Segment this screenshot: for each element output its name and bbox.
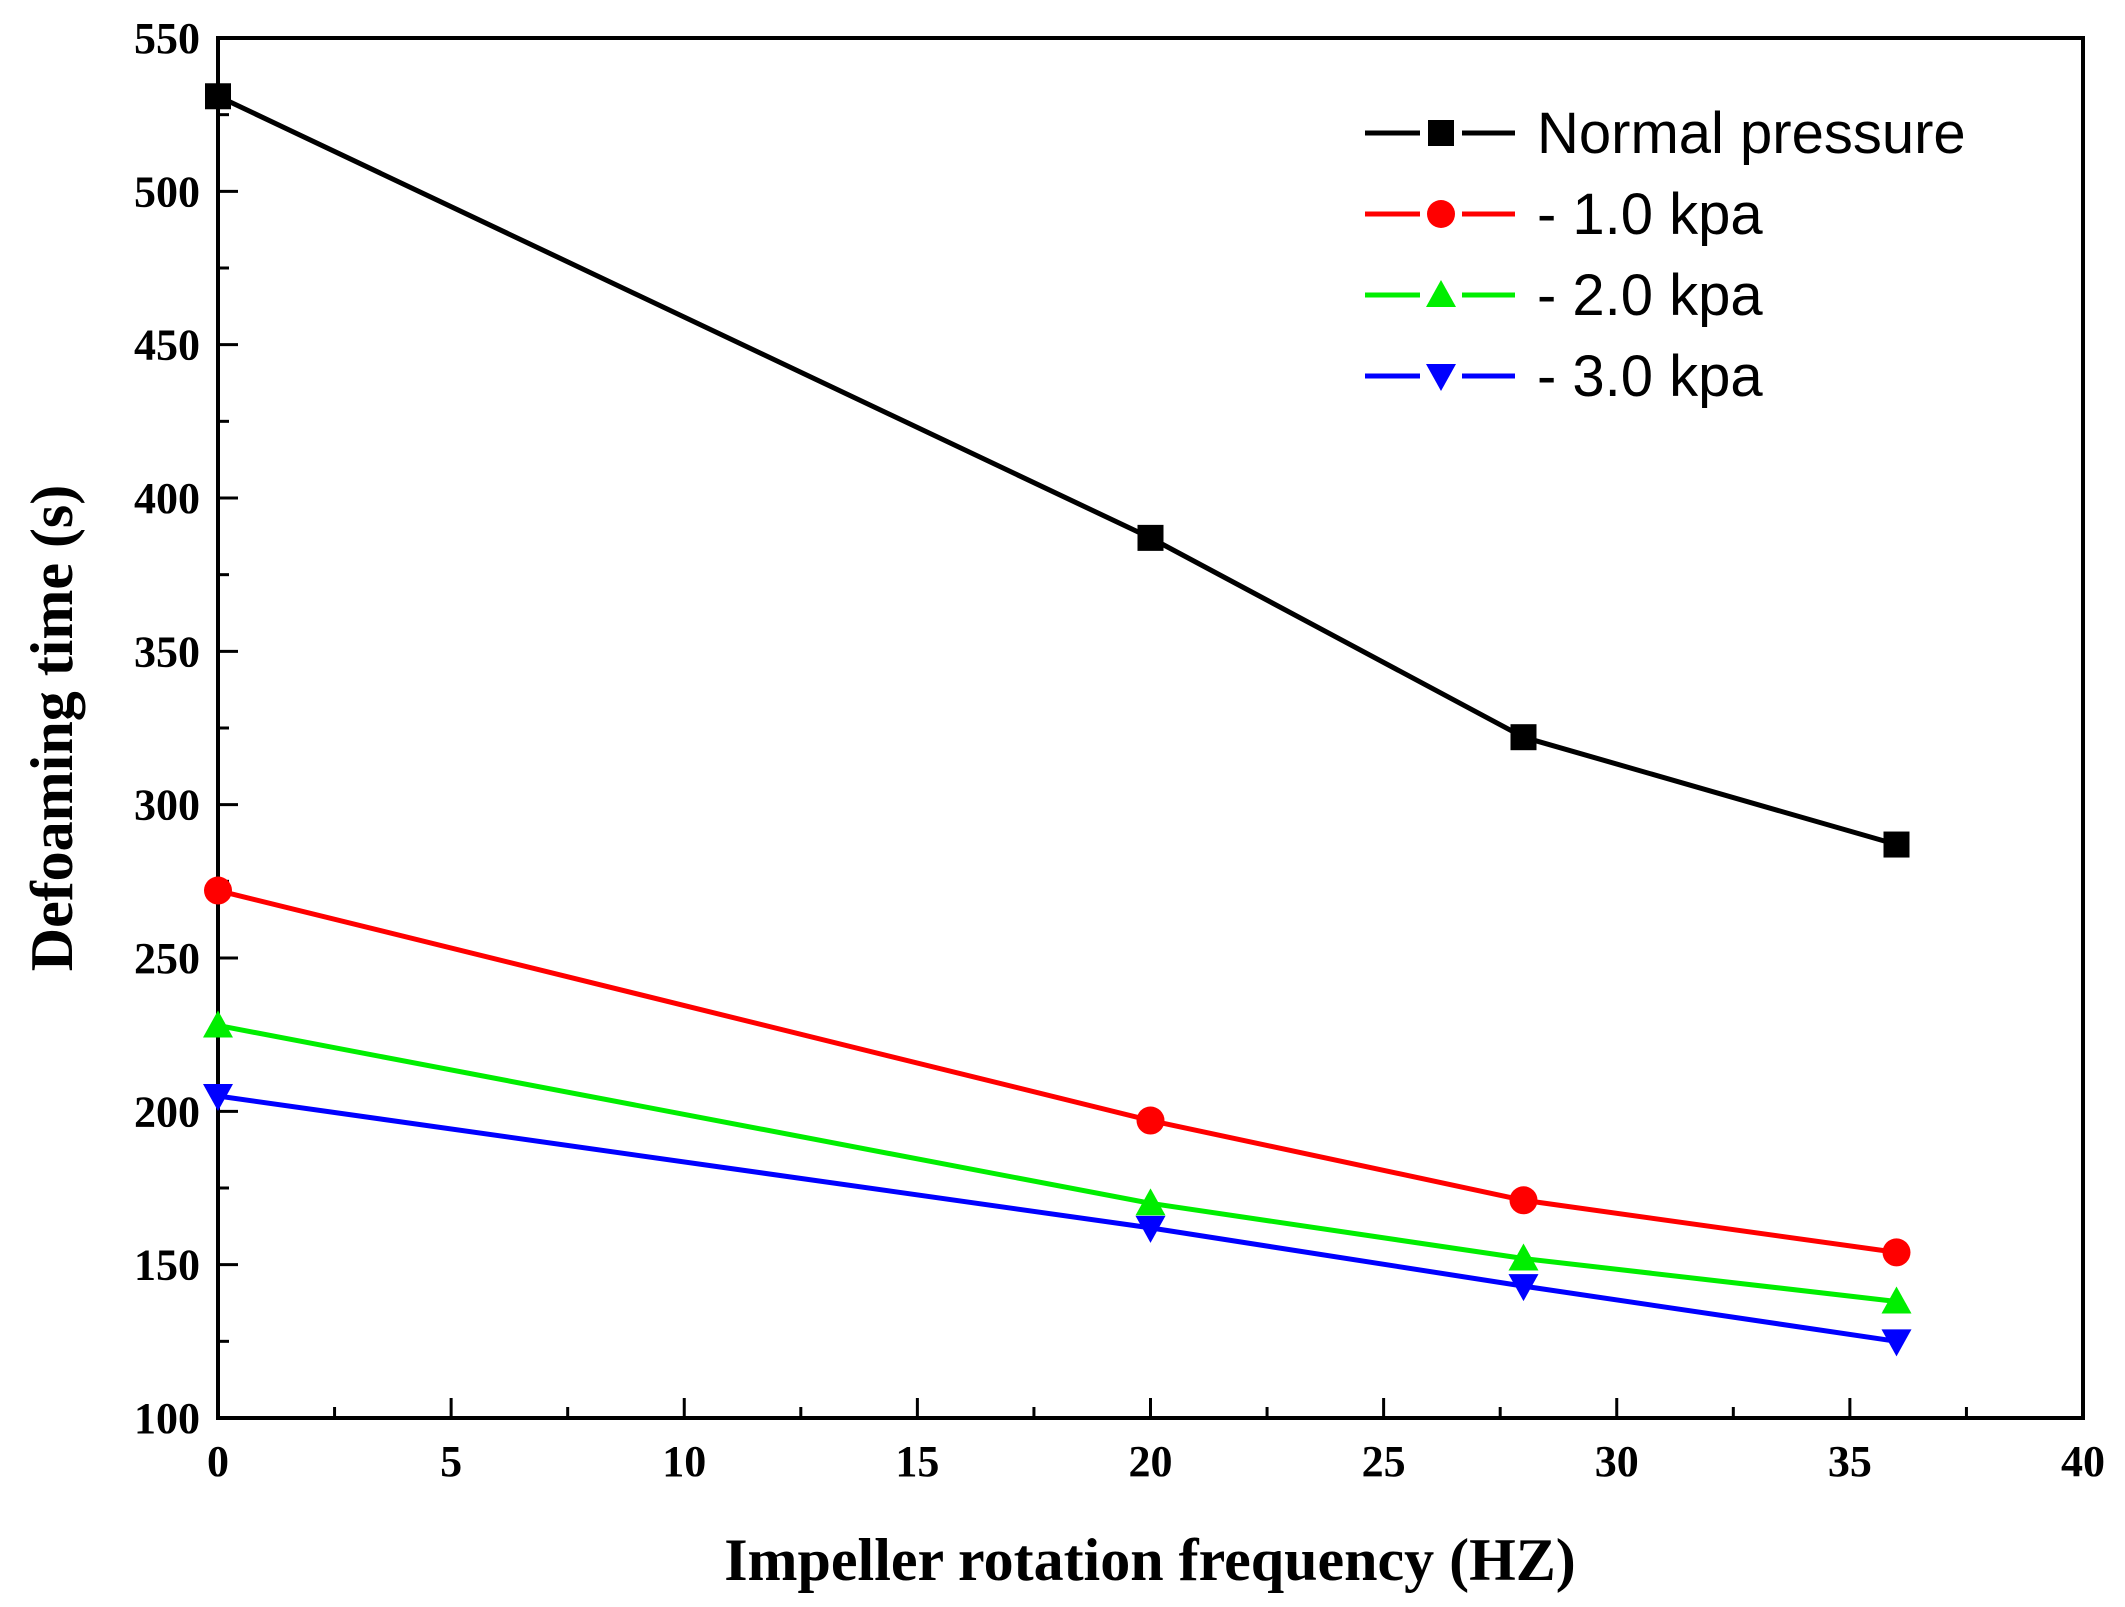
x-tick-label: 0 xyxy=(207,1437,229,1486)
x-tick-label: 20 xyxy=(1129,1437,1173,1486)
legend-entry-3: - 3.0 kpa xyxy=(1365,344,1763,409)
legend-marker xyxy=(1426,280,1456,307)
legend-label: - 3.0 kpa xyxy=(1537,344,1763,409)
x-tick-labels: 0 5 10 15 20 25 30 35 40 xyxy=(207,1437,2105,1486)
x-axis-title: Impeller rotation frequency (HZ) xyxy=(724,1527,1576,1593)
series-line xyxy=(216,94,1898,847)
legend-label: - 2.0 kpa xyxy=(1537,263,1763,328)
data-point xyxy=(203,1084,233,1111)
legend-label: - 1.0 kpa xyxy=(1537,182,1763,247)
x-tick-label: 40 xyxy=(2061,1437,2105,1486)
y-tick-label: 250 xyxy=(134,934,200,983)
legend: Normal pressure - 1.0 kpa - 2.0 kpa - 3.0 k… xyxy=(1365,101,1966,409)
y-tick-label: 450 xyxy=(134,321,200,370)
data-point xyxy=(1135,1215,1166,1243)
legend-marker xyxy=(1426,364,1456,391)
series-line xyxy=(217,1093,1897,1344)
data-point xyxy=(203,1010,233,1038)
data-point xyxy=(1883,831,1910,858)
x-tick-label: 30 xyxy=(1595,1437,1639,1486)
data-point xyxy=(1135,1188,1166,1216)
series-3 xyxy=(203,1084,1912,1357)
data-point xyxy=(1508,1243,1539,1271)
data-point xyxy=(1510,724,1537,751)
y-tick-label: 300 xyxy=(134,781,200,830)
legend-entry-1: - 1.0 kpa xyxy=(1365,182,1763,247)
y-tick-label: 350 xyxy=(134,627,200,676)
x-tick-label: 25 xyxy=(1362,1437,1406,1486)
series-layer xyxy=(203,83,1912,1357)
series-1 xyxy=(204,876,1911,1267)
legend-entry-2: - 2.0 kpa xyxy=(1365,263,1763,328)
data-point xyxy=(1882,1238,1911,1267)
x-tick-label: 5 xyxy=(440,1437,462,1486)
data-point xyxy=(1137,524,1164,551)
x-tick-label: 10 xyxy=(662,1437,706,1486)
series-line xyxy=(217,888,1897,1255)
y-tick-label: 200 xyxy=(134,1087,200,1136)
data-point xyxy=(204,876,232,905)
x-tick-label: 15 xyxy=(895,1437,939,1486)
axis-ticks xyxy=(216,36,2085,1420)
legend-marker xyxy=(1428,120,1454,146)
y-tick-labels: 100 150 200 250 300 350 400 450 500 550 xyxy=(134,14,200,1443)
y-tick-label: 100 xyxy=(134,1394,200,1443)
legend-entry-0: Normal pressure xyxy=(1365,101,1966,166)
data-point xyxy=(1881,1329,1912,1357)
y-tick-label: 400 xyxy=(134,474,200,523)
data-point xyxy=(1508,1274,1539,1302)
series-2 xyxy=(203,1010,1912,1314)
y-tick-label: 150 xyxy=(134,1241,200,1290)
series-0 xyxy=(205,83,1910,858)
y-tick-label: 550 xyxy=(134,14,200,63)
series-line xyxy=(217,1023,1897,1304)
y-tick-label: 500 xyxy=(134,167,200,216)
data-point xyxy=(1509,1186,1538,1215)
data-point xyxy=(1881,1286,1912,1314)
data-point xyxy=(205,83,231,110)
x-tick-label: 35 xyxy=(1828,1437,1872,1486)
legend-label: Normal pressure xyxy=(1537,101,1966,166)
data-point xyxy=(1136,1106,1165,1135)
y-axis-title: Defoaming time (s) xyxy=(19,485,85,972)
legend-marker xyxy=(1427,200,1455,228)
